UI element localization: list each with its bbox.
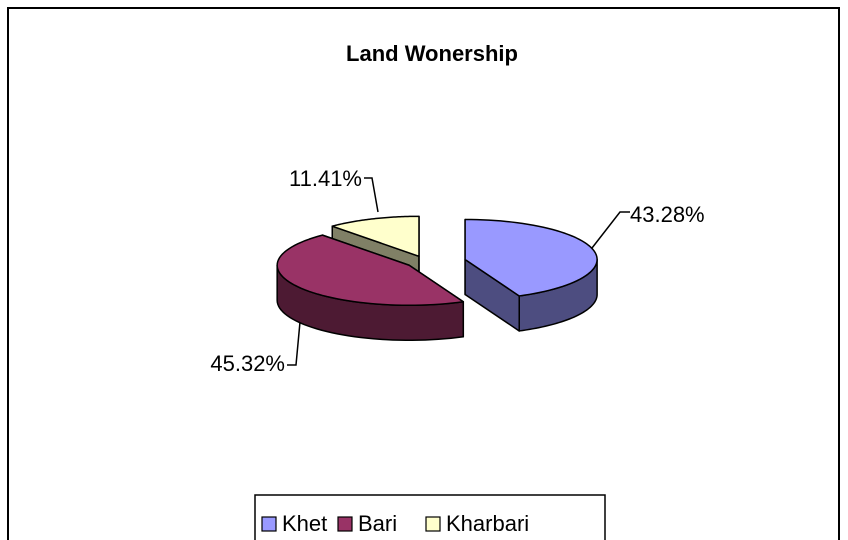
chart-frame (7, 7, 840, 540)
legend-label: Khet (282, 511, 327, 536)
data-label: 43.28% (630, 202, 705, 227)
legend-swatch (425, 516, 441, 532)
leader-line (364, 177, 379, 213)
legend-swatch (261, 516, 277, 532)
slice-top (331, 215, 420, 258)
data-label: 11.41% (289, 166, 362, 191)
chart-title: Land Wonership (346, 41, 518, 66)
leader-line (591, 211, 630, 249)
leader-line (287, 321, 301, 366)
legend-swatch (337, 516, 353, 532)
slice-top (276, 234, 465, 307)
pie-slice (464, 218, 598, 332)
slice-top (464, 218, 598, 297)
legend-label: Bari (358, 511, 397, 536)
pie-slice (276, 234, 465, 342)
data-label: 45.32% (210, 351, 285, 376)
legend-label: Kharbari (446, 511, 529, 536)
